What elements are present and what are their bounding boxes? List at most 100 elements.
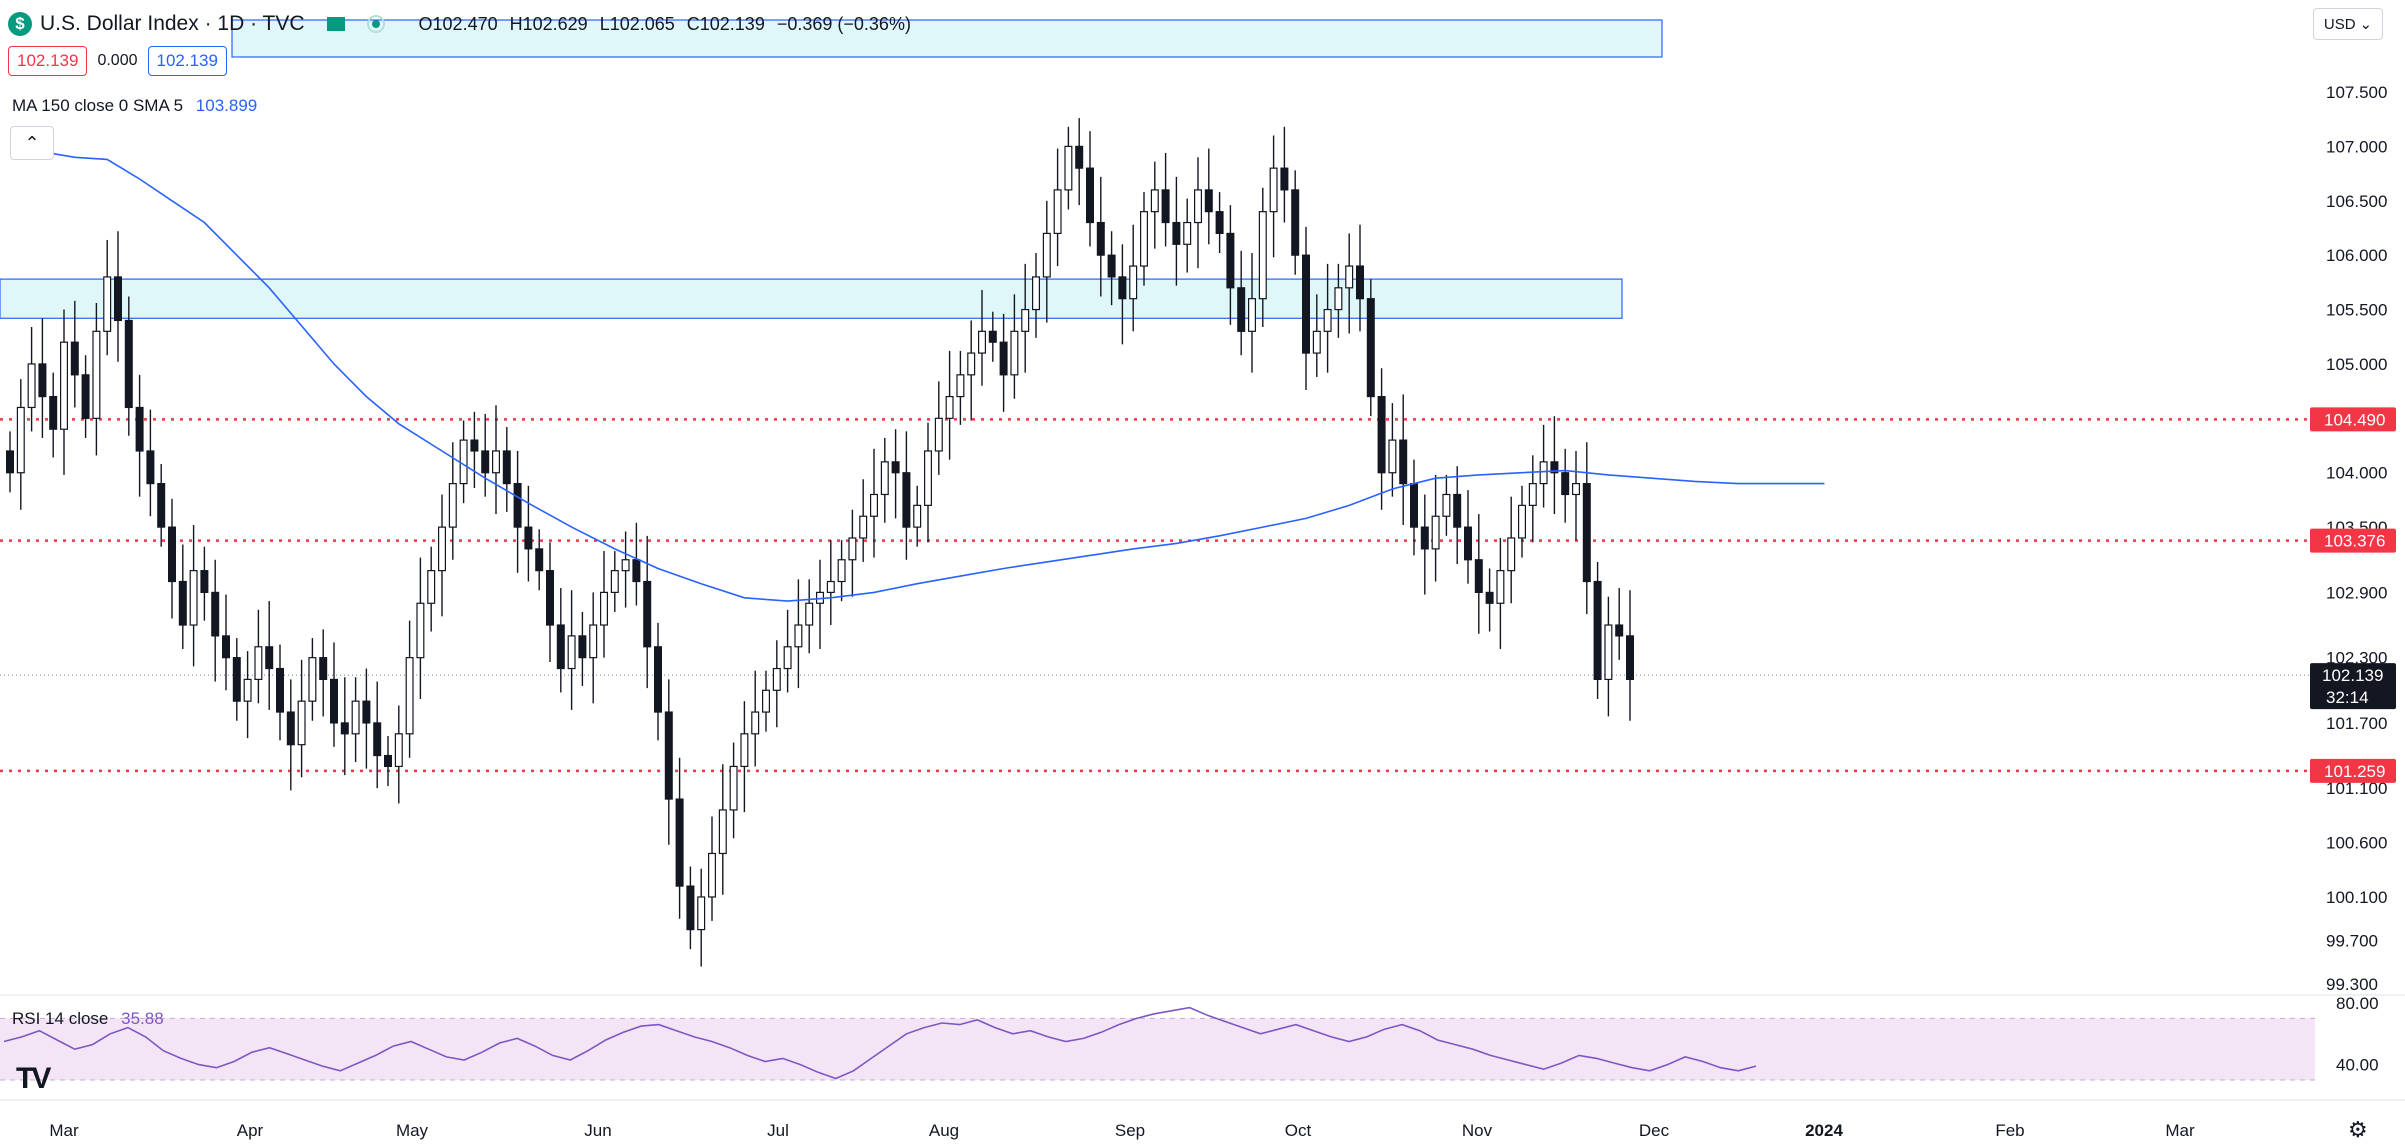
candle-body xyxy=(1053,189,1062,235)
candle-body xyxy=(362,700,371,724)
candle-body xyxy=(492,450,501,474)
candle-body xyxy=(1399,439,1408,485)
candle-body xyxy=(1064,145,1073,191)
ma-legend-value: 103.899 xyxy=(195,96,258,115)
price-axis-tick: 105.000 xyxy=(2326,355,2387,374)
rsi-legend-label: RSI 14 close xyxy=(12,1009,109,1028)
candle-body xyxy=(1345,265,1354,289)
chevron-down-icon: ⌄ xyxy=(2359,16,2373,33)
gear-icon[interactable]: ⚙ xyxy=(2348,1117,2368,1142)
candle-body xyxy=(599,591,608,626)
candle-body xyxy=(761,689,770,713)
low-value: L102.065 xyxy=(599,13,675,34)
candle-body xyxy=(686,885,695,931)
price-axis-tick: 99.700 xyxy=(2326,931,2378,950)
time-axis-tick: Oct xyxy=(1285,1121,1312,1140)
candle-body xyxy=(1021,308,1030,332)
candle-body xyxy=(1280,167,1289,191)
buy-button[interactable]: 102.139 xyxy=(147,46,227,76)
candle-body xyxy=(1161,189,1170,224)
candle-body xyxy=(427,570,436,604)
candle-body xyxy=(945,395,954,419)
candle-body xyxy=(1183,221,1192,245)
candle-body xyxy=(27,363,36,409)
candle-body xyxy=(103,276,112,332)
candle-body xyxy=(643,580,652,648)
candle-body xyxy=(794,624,803,648)
candle-body xyxy=(1215,211,1224,235)
candle-body xyxy=(124,319,133,409)
rsi-band xyxy=(0,1018,2315,1080)
candle-body xyxy=(1463,526,1472,561)
candle-body xyxy=(157,483,166,528)
collapse-legend-button[interactable]: ⌃ xyxy=(10,126,54,160)
candle-body xyxy=(513,483,522,528)
candle-body xyxy=(1258,211,1267,300)
price-axis-tick: 102.900 xyxy=(2326,583,2387,602)
candle-body xyxy=(1096,221,1105,256)
candle-body xyxy=(232,657,241,702)
candle-body xyxy=(610,570,619,593)
level-price-box xyxy=(2310,407,2396,432)
candle-body xyxy=(999,341,1008,376)
candle-body xyxy=(146,450,155,485)
spread-value: 0.000 xyxy=(97,52,138,69)
currency-button[interactable]: USD ⌄ xyxy=(2313,8,2383,40)
candle-body xyxy=(319,657,328,681)
time-axis-tick: Jun xyxy=(584,1121,611,1140)
candle-body xyxy=(351,700,360,735)
candle-body xyxy=(1366,298,1375,398)
candle-body xyxy=(1355,265,1364,300)
candle-body xyxy=(837,559,846,583)
candle-body xyxy=(729,765,738,811)
rsi-legend[interactable]: RSI 14 close 35.88 xyxy=(12,1009,164,1029)
candle-body xyxy=(1226,232,1235,289)
rsi-legend-value: 35.88 xyxy=(121,1009,164,1028)
ma-legend[interactable]: MA 150 close 0 SMA 5 103.899 xyxy=(12,96,257,116)
symbol-title[interactable]: U.S. Dollar Index · 1D · TVC xyxy=(40,12,305,35)
candle-body xyxy=(438,526,447,572)
sell-button[interactable]: 102.139 xyxy=(8,46,88,76)
price-axis-tick: 101.700 xyxy=(2326,714,2387,733)
candle-body xyxy=(1204,189,1213,213)
candle-body xyxy=(1010,330,1019,376)
time-axis-tick: May xyxy=(396,1121,429,1140)
candle-body xyxy=(330,678,339,724)
tradingview-logo[interactable]: TV xyxy=(16,1062,51,1095)
candle-body xyxy=(902,472,911,528)
candle-body xyxy=(1582,483,1591,583)
candle-body xyxy=(632,559,641,583)
candle-body xyxy=(49,395,58,430)
candle-body xyxy=(1312,330,1321,354)
time-axis-tick: Dec xyxy=(1639,1121,1670,1140)
candle-body xyxy=(1604,624,1613,681)
candle-body xyxy=(707,852,716,898)
time-axis-tick: Jul xyxy=(767,1121,789,1140)
candle-body xyxy=(1420,526,1429,550)
candle-body xyxy=(1075,145,1084,169)
candle-body xyxy=(416,602,425,659)
market-status-icon xyxy=(366,15,385,33)
candle-body xyxy=(16,406,25,474)
candle-body xyxy=(1625,635,1634,681)
candle-body xyxy=(1431,515,1440,550)
candle-body xyxy=(308,657,317,702)
symbol-header[interactable]: $ U.S. Dollar Index · 1D · TVC O102.470 … xyxy=(8,8,911,40)
candle-body xyxy=(5,450,15,474)
candle-body xyxy=(869,493,878,517)
time-axis-tick: 2024 xyxy=(1805,1121,1843,1140)
candle-body xyxy=(783,646,792,670)
supply-zone-rect xyxy=(0,278,1623,319)
rsi-axis-tick: 40.00 xyxy=(2336,1056,2379,1075)
candle-body xyxy=(1474,559,1483,593)
candle-body xyxy=(276,667,285,713)
price-axis-tick: 101.100 xyxy=(2326,779,2387,798)
candle-body xyxy=(535,548,544,572)
high-value: H102.629 xyxy=(509,13,588,34)
ohlc-values: O102.470 H102.629 L102.065 C102.139 −0.3… xyxy=(419,14,911,35)
candle-body xyxy=(1409,483,1418,528)
level-price-box xyxy=(2310,528,2396,553)
candle-body xyxy=(675,798,684,887)
candle-body xyxy=(891,461,900,474)
